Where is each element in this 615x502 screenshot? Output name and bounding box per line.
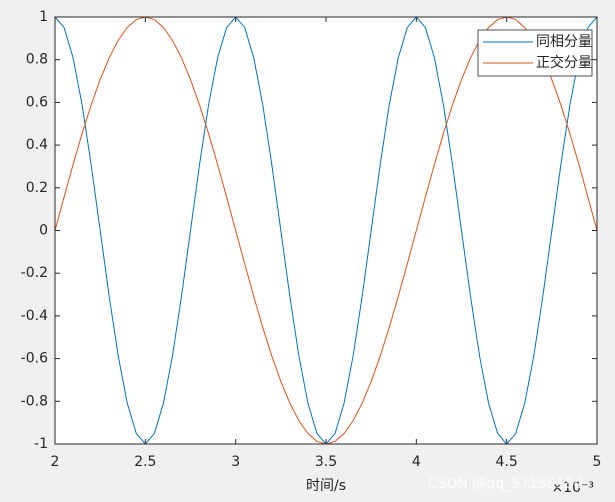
y-tick-label: 0.8 xyxy=(26,52,48,68)
x-exponent-label: ×10⁻³ xyxy=(551,480,594,496)
legend-box xyxy=(477,29,593,77)
y-tick-label: 0.2 xyxy=(26,180,48,196)
axes-box xyxy=(54,16,598,445)
y-tick-label: 0.6 xyxy=(26,94,48,110)
y-tick-label: -0.2 xyxy=(21,265,48,281)
x-tick-label: 3.5 xyxy=(315,454,337,470)
y-tick-label: -0.8 xyxy=(21,393,48,409)
x-tick-label: 3 xyxy=(231,454,240,470)
y-tick-label: 1 xyxy=(39,9,48,25)
x-tick-label: 2.5 xyxy=(134,454,156,470)
x-axis-label: 时间/s xyxy=(306,478,346,494)
x-tick-label: 5 xyxy=(593,454,602,470)
y-tick-label: -0.4 xyxy=(21,308,48,324)
y-tick-label: 0.4 xyxy=(26,137,48,153)
legend-label: 同相分量 xyxy=(536,34,592,50)
y-tick-label: 0 xyxy=(39,223,48,239)
y-tick-label: -0.6 xyxy=(21,351,48,367)
watermark: CSDN @qq_57158184 xyxy=(428,476,582,492)
x-tick-label: 4.5 xyxy=(496,454,518,470)
plot-area xyxy=(55,17,597,444)
x-tick-label: 4 xyxy=(412,454,421,470)
x-tick-label: 2 xyxy=(51,454,60,470)
y-tick-label: -1 xyxy=(34,436,48,452)
legend-label: 正交分量 xyxy=(536,54,592,71)
